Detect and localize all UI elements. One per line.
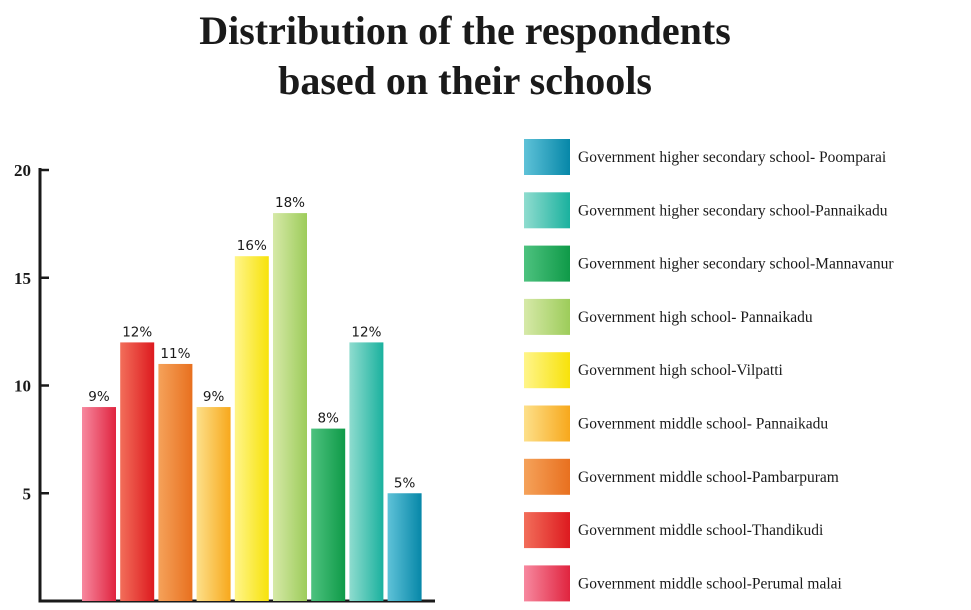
bar xyxy=(387,493,422,601)
bar-value-label: 12% xyxy=(122,324,152,340)
legend-swatch xyxy=(524,298,570,335)
y-tick-label: 20 xyxy=(14,161,31,180)
chart-legend: Government higher secondary school- Poom… xyxy=(524,139,894,602)
bar-value-label: 16% xyxy=(237,238,267,254)
legend-label: Government high school- Pannaikadu xyxy=(578,309,813,326)
bar xyxy=(82,407,116,601)
legend-label: Government middle school-Pambarpuram xyxy=(578,469,839,486)
bar xyxy=(349,342,384,601)
legend-label: Government higher secondary school-Panna… xyxy=(578,202,888,219)
chart-title-line-1: Distribution of the respondents xyxy=(199,8,731,53)
legend-swatch xyxy=(524,565,570,602)
bar-value-label: 12% xyxy=(351,324,381,340)
legend-swatch xyxy=(524,458,570,495)
legend-swatch xyxy=(524,352,570,389)
legend-label: Government higher secondary school-Manna… xyxy=(578,256,894,273)
chart-bars: 9% 12% 11% 9% 16% 18% 8% 12% 5% xyxy=(82,195,422,601)
legend-swatch xyxy=(524,139,570,175)
bar xyxy=(158,363,193,601)
bar xyxy=(120,342,155,601)
bar-value-label: 9% xyxy=(88,389,110,405)
legend-swatch xyxy=(524,512,570,549)
legend-label: Government middle school-Thandikudi xyxy=(578,522,824,539)
legend-swatch xyxy=(524,192,570,229)
chart-title: Distribution of the respondents based on… xyxy=(0,6,930,106)
bar-value-label: 11% xyxy=(160,346,190,362)
bar xyxy=(273,213,307,601)
legend-label: Government middle school-Perumal malai xyxy=(578,575,843,592)
bar-value-label: 8% xyxy=(317,411,339,427)
y-tick-label: 5 xyxy=(23,484,32,503)
legend-label: Government higher secondary school- Poom… xyxy=(578,149,887,166)
bar xyxy=(234,256,269,601)
bar xyxy=(196,407,231,601)
bar-value-label: 18% xyxy=(275,195,305,211)
bar-value-label: 9% xyxy=(203,389,225,405)
legend-label: Government middle school- Pannaikadu xyxy=(578,416,828,433)
bar-value-label: 5% xyxy=(394,475,416,491)
bar xyxy=(311,428,346,601)
legend-label: Government high school-Vilpatti xyxy=(578,362,784,379)
chart-title-line-2: based on their schools xyxy=(278,58,652,103)
y-tick-label: 10 xyxy=(14,377,31,396)
legend-swatch xyxy=(524,245,570,282)
legend-swatch xyxy=(524,405,570,442)
y-tick-label: 15 xyxy=(14,269,31,288)
